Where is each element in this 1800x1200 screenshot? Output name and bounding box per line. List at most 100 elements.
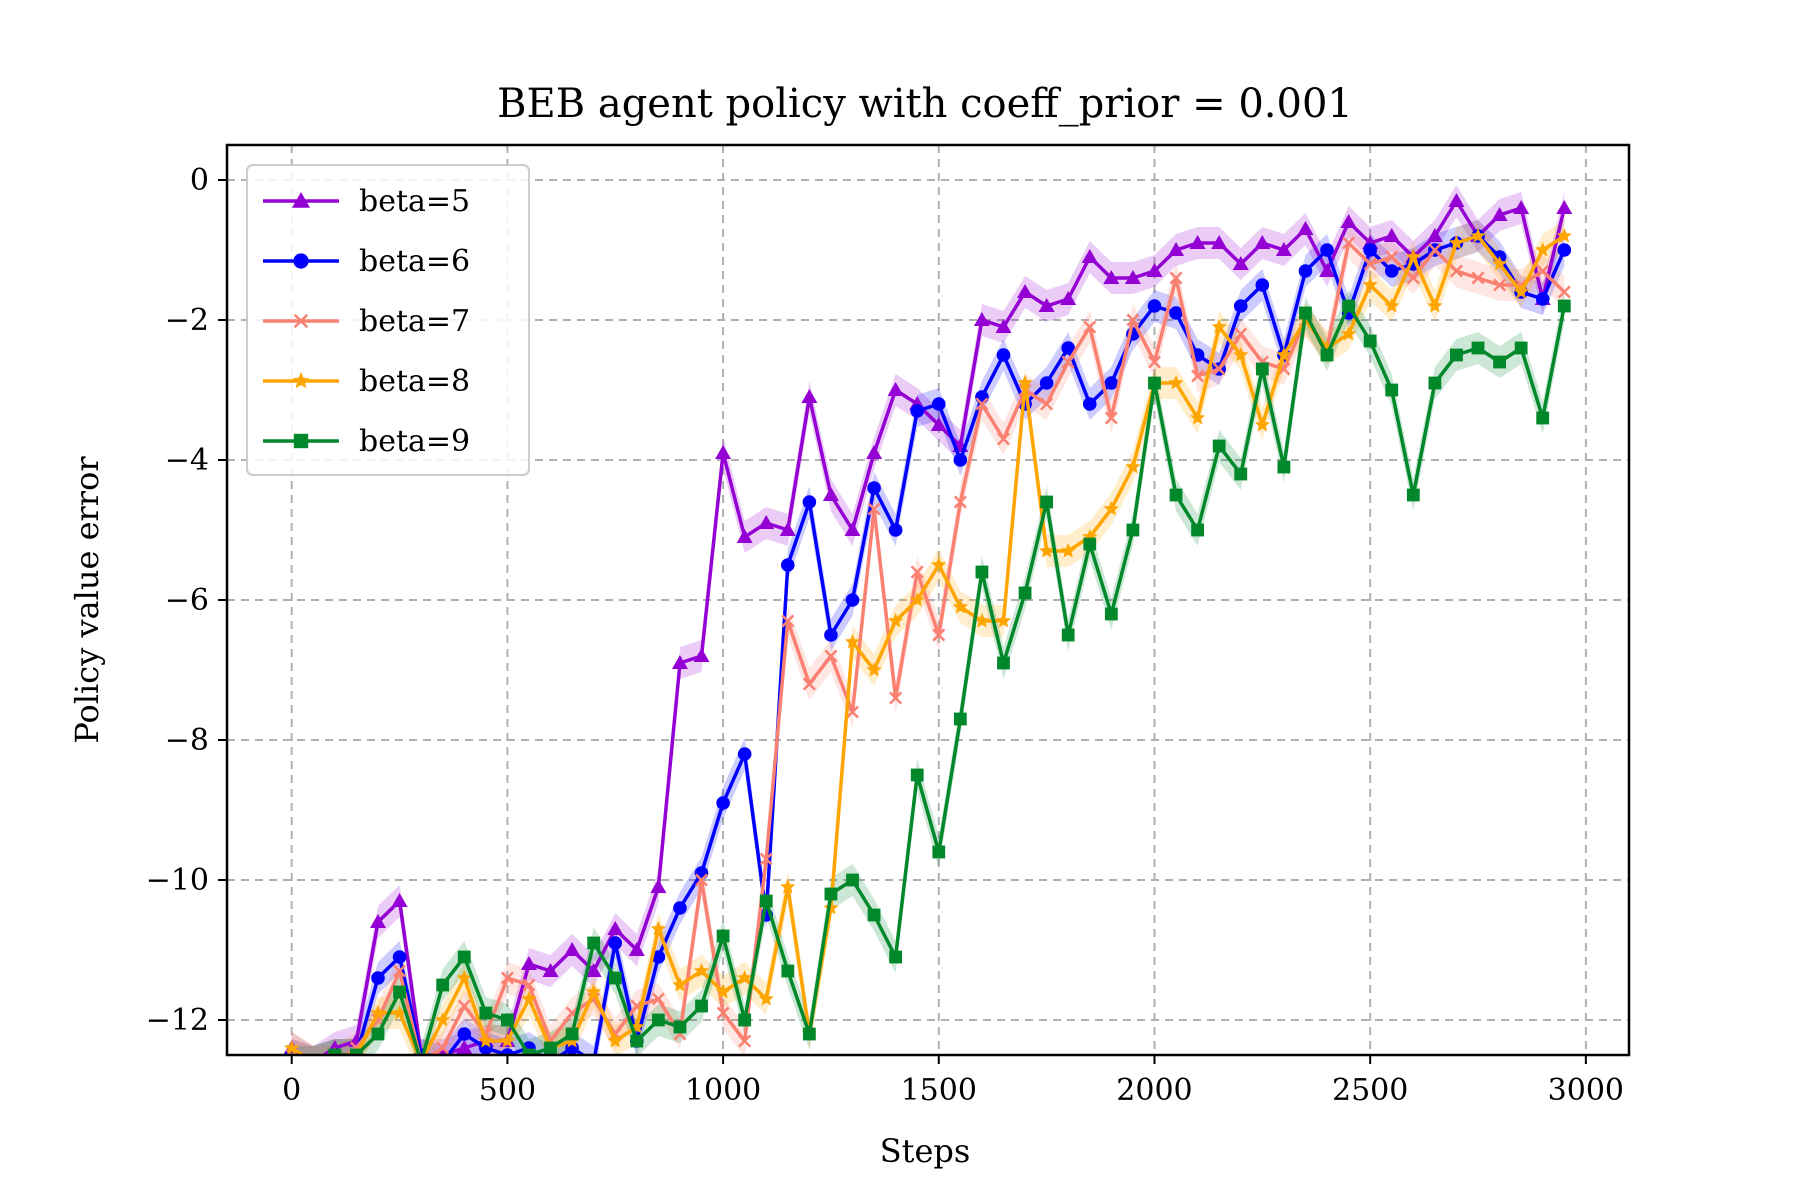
x-marker (975, 397, 989, 411)
star-marker (1254, 417, 1270, 432)
square-marker (1277, 460, 1291, 474)
square-marker (997, 656, 1010, 670)
star-marker (780, 879, 796, 894)
x-marker (1147, 355, 1161, 369)
circle-marker (737, 747, 752, 761)
x-marker (867, 502, 881, 516)
triangle-marker (369, 914, 386, 928)
triangle-marker (1513, 200, 1530, 214)
star-marker (370, 1005, 386, 1020)
circle-marker (1082, 397, 1097, 411)
circle-marker (673, 901, 687, 915)
triangle-marker (1448, 193, 1465, 207)
triangle-marker (1297, 221, 1314, 235)
circle-marker (716, 796, 730, 810)
x-tick-label: 1500 (901, 1073, 977, 1108)
circle-marker (587, 1055, 601, 1069)
triangle-marker (1211, 235, 1228, 249)
star-marker (1340, 326, 1357, 341)
square-marker (889, 950, 903, 964)
series-layer (283, 193, 1573, 1069)
square-marker (932, 845, 946, 859)
legend-label: beta=7 (359, 304, 470, 339)
x-marker (457, 999, 471, 1013)
square-marker (457, 950, 471, 964)
star-marker (1384, 298, 1400, 313)
circle-marker (781, 558, 795, 572)
x-marker (910, 565, 924, 579)
circle-marker (953, 453, 968, 467)
star-marker (1190, 410, 1206, 425)
triangle-marker (1319, 263, 1336, 277)
x-marker (1126, 313, 1140, 327)
circle-marker (1169, 306, 1183, 320)
x-marker (1169, 271, 1183, 285)
star-marker (1535, 242, 1551, 257)
x-marker (1342, 236, 1356, 250)
circle-marker (824, 628, 838, 642)
star-marker (292, 372, 310, 389)
star-marker (456, 970, 472, 985)
star-marker (1233, 347, 1249, 362)
triangle-marker (1189, 235, 1206, 249)
x-marker (889, 691, 903, 705)
y-tick-label: −4 (165, 443, 209, 478)
square-marker (501, 1013, 514, 1027)
triangle-marker (1556, 200, 1573, 214)
square-marker (1040, 495, 1054, 509)
square-marker (608, 971, 622, 985)
square-marker (565, 1027, 579, 1041)
triangle-marker (1340, 214, 1357, 228)
circle-marker (1363, 243, 1377, 257)
x-marker (500, 971, 514, 985)
square-marker (307, 1056, 320, 1069)
square-marker (1018, 586, 1032, 600)
x-marker (1493, 278, 1507, 292)
star-marker (866, 662, 882, 677)
x-marker (1428, 243, 1442, 257)
star-marker (1448, 235, 1465, 250)
circle-marker (1557, 243, 1572, 257)
triangle-marker (693, 648, 710, 662)
star-marker (952, 599, 968, 614)
circle-marker (500, 1048, 515, 1055)
square-marker (1104, 607, 1118, 621)
square-marker (1083, 537, 1097, 551)
square-marker (1061, 628, 1075, 642)
star-marker (1211, 319, 1227, 334)
x-marker (997, 432, 1010, 446)
x-marker (1449, 264, 1463, 278)
circle-marker (1255, 278, 1270, 292)
circle-marker (802, 495, 817, 509)
star-marker (478, 1033, 494, 1048)
square-marker (479, 1006, 493, 1020)
square-marker (1234, 467, 1248, 481)
circle-marker (910, 404, 925, 418)
triangle-marker (391, 893, 408, 907)
circle-marker (888, 523, 903, 537)
star-marker (1362, 277, 1378, 292)
square-marker (522, 1048, 536, 1055)
star-marker (1060, 543, 1076, 558)
x-marker (1083, 320, 1097, 334)
triangle-marker (779, 522, 796, 536)
x-marker (651, 992, 665, 1006)
triangle-marker (995, 319, 1012, 333)
square-marker (1428, 376, 1442, 390)
x-marker (1040, 397, 1054, 411)
legend-label: beta=6 (359, 244, 470, 279)
x-marker (1557, 285, 1571, 299)
triangle-marker (1232, 256, 1249, 270)
x-marker (781, 614, 795, 628)
star-marker (909, 592, 925, 607)
square-marker (436, 978, 450, 992)
circle-marker (544, 1055, 558, 1069)
triangle-marker (866, 445, 883, 459)
legend-entry: beta=6 (263, 244, 470, 279)
triangle-marker (973, 312, 990, 326)
circle-marker (1104, 376, 1119, 390)
triangle-marker (1081, 249, 1098, 263)
star-marker (650, 921, 666, 936)
star-marker (1276, 347, 1292, 362)
